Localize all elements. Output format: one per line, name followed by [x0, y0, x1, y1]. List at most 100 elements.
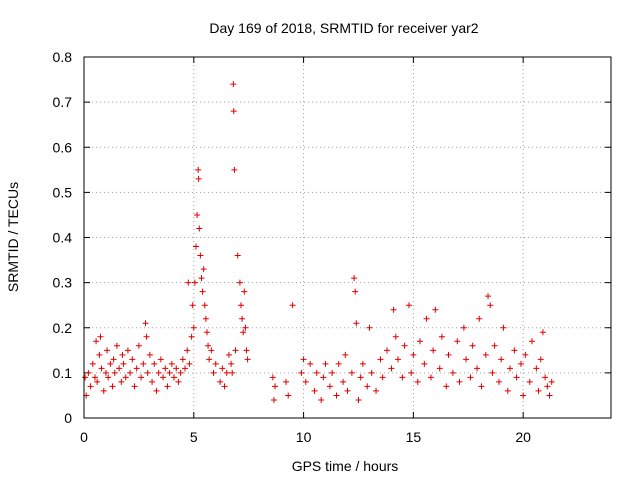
data-point: [335, 360, 342, 367]
data-point: [240, 329, 247, 336]
data-point: [368, 369, 375, 376]
data-point: [546, 392, 553, 399]
data-point: [205, 342, 212, 349]
data-point: [153, 387, 160, 394]
y-tick-label: 0.2: [53, 320, 73, 336]
data-point: [239, 315, 246, 322]
data-point: [405, 302, 412, 309]
data-point: [82, 374, 89, 381]
data-point: [416, 338, 423, 345]
data-point: [401, 342, 408, 349]
data-point: [539, 329, 546, 336]
data-point: [289, 302, 296, 309]
data-point: [366, 324, 373, 331]
data-point: [414, 378, 421, 385]
data-point: [526, 378, 533, 385]
data-point: [390, 306, 397, 313]
data-point: [104, 347, 111, 354]
data-point: [230, 81, 237, 88]
data-point: [377, 356, 384, 363]
data-point: [517, 360, 524, 367]
data-point: [520, 392, 527, 399]
data-point: [96, 351, 103, 358]
x-tick-label: 15: [406, 429, 422, 445]
data-point: [186, 360, 193, 367]
data-point: [127, 369, 134, 376]
data-point: [463, 356, 470, 363]
data-point: [160, 374, 167, 381]
data-point: [173, 365, 180, 372]
data-point: [89, 360, 96, 367]
data-point: [496, 378, 503, 385]
data-point: [217, 378, 224, 385]
data-point: [162, 365, 169, 372]
data-point: [111, 369, 118, 376]
data-point: [513, 374, 520, 381]
data-point: [87, 383, 94, 390]
data-point: [326, 383, 333, 390]
data-point: [460, 324, 467, 331]
data-point: [456, 378, 463, 385]
data-point: [109, 383, 116, 390]
data-point: [353, 320, 360, 327]
data-point: [124, 347, 131, 354]
plot-frame: [83, 56, 612, 419]
data-point: [320, 374, 327, 381]
data-point: [206, 356, 213, 363]
data-point: [302, 378, 309, 385]
data-point: [342, 351, 349, 358]
y-tick-label: 0.6: [53, 139, 73, 155]
data-point: [498, 356, 505, 363]
data-point: [221, 383, 228, 390]
data-point: [133, 365, 140, 372]
data-point: [155, 369, 162, 376]
data-point: [212, 360, 219, 367]
data-point: [223, 369, 230, 376]
y-tick-label: 0.1: [53, 365, 73, 381]
x-tick-label: 5: [190, 429, 198, 445]
data-point: [533, 365, 540, 372]
data-point: [122, 374, 129, 381]
data-point: [192, 243, 199, 250]
data-point: [203, 329, 210, 336]
data-point: [234, 252, 241, 259]
data-point: [232, 347, 239, 354]
data-point: [102, 369, 109, 376]
data-point: [210, 369, 217, 376]
data-point: [438, 333, 445, 340]
axis-ticks: [83, 56, 611, 419]
x-tick-labels: 0 5 10 15 20: [80, 429, 531, 445]
data-point: [506, 365, 513, 372]
data-point: [146, 351, 153, 358]
data-point: [190, 324, 197, 331]
data-point: [548, 378, 555, 385]
data-point: [236, 279, 243, 286]
data-point: [283, 378, 290, 385]
data-point: [485, 293, 492, 300]
y-tick-label: 0.8: [53, 49, 73, 65]
data-point: [421, 360, 428, 367]
data-point: [423, 315, 430, 322]
data-point: [478, 383, 485, 390]
x-tick-label: 0: [80, 429, 88, 445]
data-point: [100, 387, 107, 394]
data-point: [489, 369, 496, 376]
data-point: [436, 365, 443, 372]
data-point: [241, 288, 248, 295]
data-point: [408, 369, 415, 376]
data-point: [500, 324, 507, 331]
data-point: [298, 369, 305, 376]
data-point: [344, 387, 351, 394]
data-point: [318, 396, 325, 403]
data-point: [482, 351, 489, 358]
data-point: [542, 374, 549, 381]
data-point: [182, 365, 189, 372]
data-point: [355, 396, 362, 403]
data-points: [82, 81, 555, 403]
data-point: [197, 252, 204, 259]
data-point: [322, 360, 329, 367]
data-point: [225, 351, 232, 358]
data-point: [467, 374, 474, 381]
data-point: [189, 302, 196, 309]
data-point: [85, 369, 92, 376]
